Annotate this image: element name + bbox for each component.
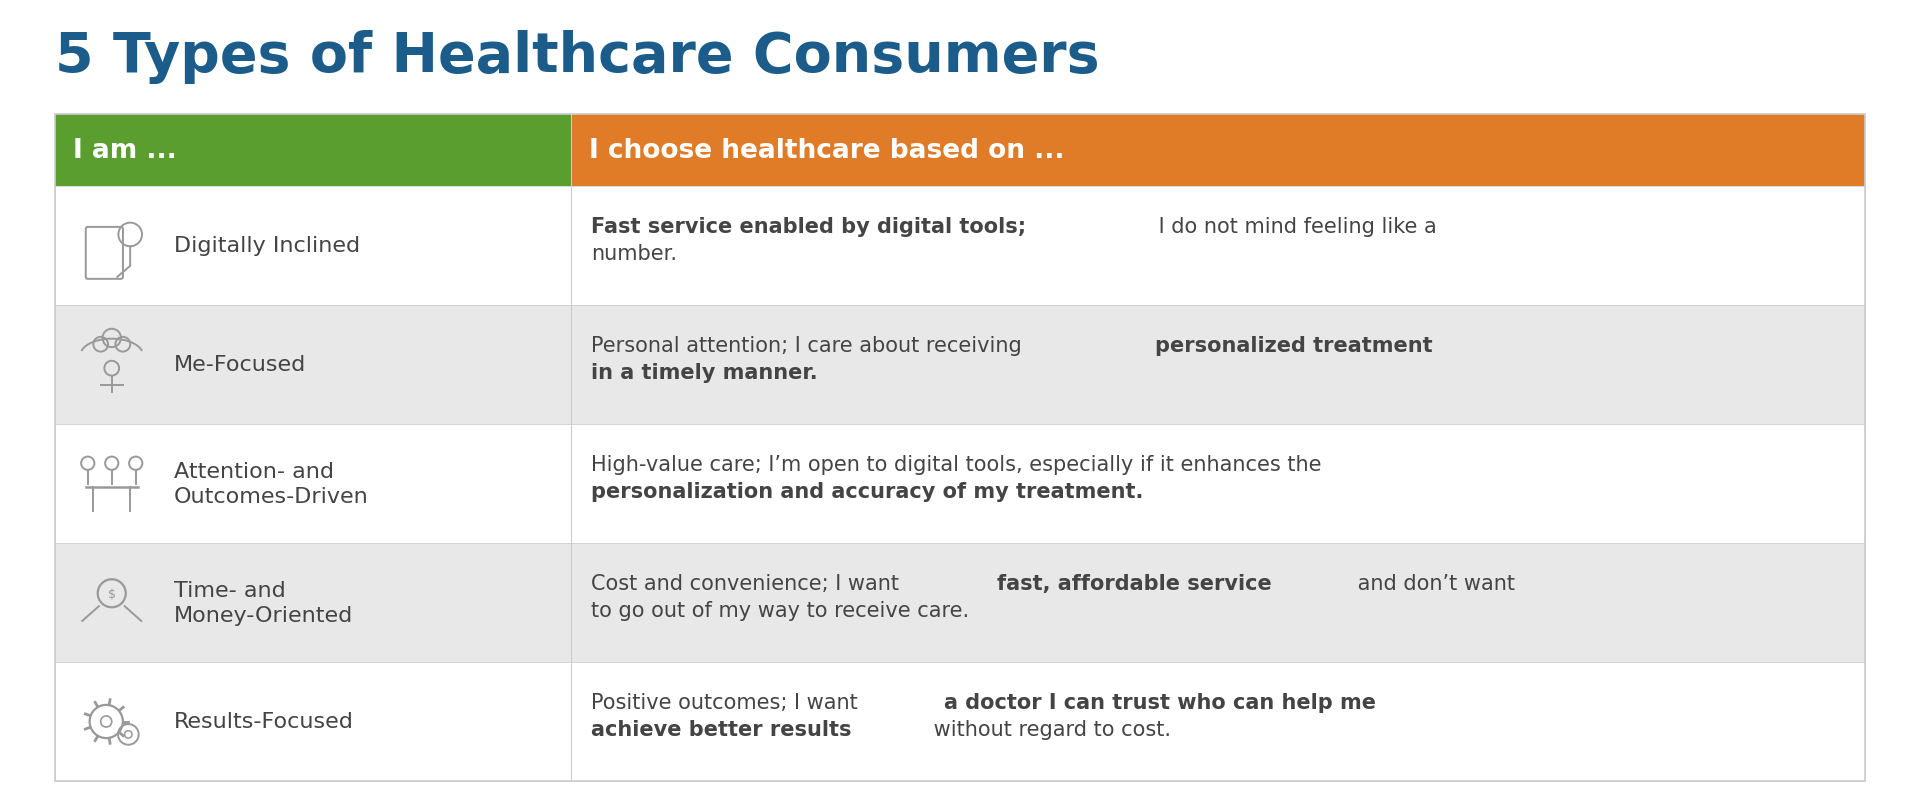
Text: achieve better results: achieve better results (591, 719, 851, 739)
Text: Personal attention; I care about receiving: Personal attention; I care about receivi… (591, 336, 1029, 356)
Text: a doctor I can trust who can help me: a doctor I can trust who can help me (943, 693, 1375, 712)
Bar (56, 425, 570, 544)
Bar (570, 187, 1864, 306)
Text: Positive outcomes; I want: Positive outcomes; I want (591, 693, 864, 712)
Text: and don’t want: and don’t want (1352, 574, 1515, 593)
Bar (56, 306, 570, 425)
Bar (570, 662, 1864, 781)
Text: Results-Focused: Results-Focused (173, 711, 353, 732)
Text: Cost and convenience; I want: Cost and convenience; I want (591, 574, 906, 593)
Text: 5 Types of Healthcare Consumers: 5 Types of Healthcare Consumers (56, 30, 1100, 84)
Bar (56, 662, 570, 781)
Text: personalized treatment: personalized treatment (1156, 336, 1432, 356)
Bar (570, 544, 1864, 662)
Text: Time- and
Money-Oriented: Time- and Money-Oriented (173, 580, 353, 626)
Text: Digitally Inclined: Digitally Inclined (173, 236, 359, 256)
Bar (56, 115, 570, 187)
Text: without regard to cost.: without regard to cost. (927, 719, 1171, 739)
Text: I am ...: I am ... (73, 138, 177, 164)
Bar (56, 187, 570, 306)
Text: Fast service enabled by digital tools;: Fast service enabled by digital tools; (591, 217, 1025, 237)
Text: I choose healthcare based on ...: I choose healthcare based on ... (589, 138, 1064, 164)
Text: personalization and accuracy of my treatment.: personalization and accuracy of my treat… (591, 481, 1142, 501)
Bar (570, 425, 1864, 544)
Bar (570, 306, 1864, 425)
Text: $: $ (108, 587, 115, 600)
Text: number.: number. (591, 243, 678, 263)
Text: I do not mind feeling like a: I do not mind feeling like a (1152, 217, 1436, 237)
Bar (56, 544, 570, 662)
Text: Attention- and
Outcomes-Driven: Attention- and Outcomes-Driven (173, 461, 369, 507)
Text: High-value care; I’m open to digital tools, especially if it enhances the: High-value care; I’m open to digital too… (591, 455, 1321, 475)
Bar (56, 115, 1864, 781)
Bar (570, 115, 1864, 187)
Text: fast, affordable service: fast, affordable service (996, 574, 1271, 593)
Text: Me-Focused: Me-Focused (173, 355, 305, 375)
Text: in a timely manner.: in a timely manner. (591, 362, 818, 382)
Text: to go out of my way to receive care.: to go out of my way to receive care. (591, 600, 970, 620)
